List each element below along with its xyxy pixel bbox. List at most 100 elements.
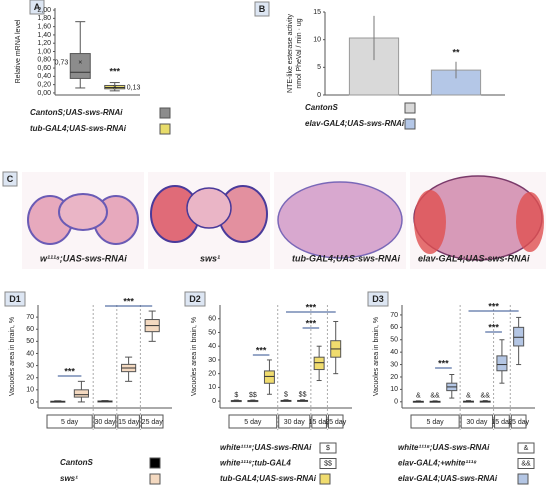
y-tick-label: 30 — [208, 357, 216, 364]
significance-label: *** — [306, 318, 317, 328]
image-caption: elav-GAL4;UAS-sws-RNAi — [418, 253, 530, 263]
legend-symbol: & — [524, 445, 529, 452]
mean-marker: × — [113, 84, 117, 91]
box-symbol: $ — [234, 392, 238, 399]
significance-label: *** — [123, 296, 134, 306]
y-tick-label: 50 — [26, 338, 34, 345]
box — [496, 355, 508, 372]
y-tick-label: 40 — [390, 349, 398, 356]
y-axis-label: Vacuoles area in brain, % — [9, 317, 16, 396]
mean-marker: × — [78, 60, 82, 67]
group-label: 15 day — [491, 419, 513, 426]
y-tick-label: 1,00 — [37, 48, 51, 55]
y-tick-label: 40 — [208, 343, 216, 350]
legend-label: elav-GAL4;+white¹¹¹⁸ — [398, 459, 477, 468]
group-label-box — [140, 414, 164, 429]
legend-label: tub-GAL4;UAS-sws-RNAi — [220, 474, 317, 483]
significance-label: ** — [452, 47, 460, 57]
significance-label: *** — [256, 345, 267, 355]
y-tick-label: 20 — [390, 374, 398, 381]
group-label: 30 day — [94, 419, 116, 426]
y-tick-label: 70 — [390, 312, 398, 319]
group-label-box — [327, 414, 344, 429]
image-caption: sws¹ — [200, 253, 220, 263]
box-symbol: & — [466, 392, 471, 399]
legend-swatch — [159, 107, 171, 119]
box-symbol: && — [430, 393, 440, 400]
group-label: 30 day — [284, 419, 306, 426]
histology-panel: C w¹¹¹⁸;UAS-sws-RNAi sws¹ tub-GAL4;UAS-s… — [2, 171, 546, 269]
y-axis-label: nmol PheVal / min · ug — [296, 18, 303, 88]
panel-label-box — [2, 171, 18, 187]
group-label: 5 day — [244, 419, 262, 426]
panel-label-box — [29, 0, 45, 15]
group-label-box — [117, 414, 140, 429]
y-tick-label: 70 — [26, 314, 34, 321]
significance-label: *** — [488, 322, 499, 332]
legend-swatch — [319, 473, 331, 485]
y-tick-label: 20 — [26, 375, 34, 382]
y-tick-label: 0 — [317, 92, 321, 99]
panel-label-box — [367, 291, 389, 307]
y-axis-label: NTE-like esterase activity — [287, 14, 294, 93]
y-axis-label: Vacuoles area in brain, % — [191, 317, 198, 396]
image-caption: tub-GAL4;UAS-sws-RNAi — [292, 253, 400, 263]
brain — [277, 181, 403, 259]
group-label-box — [460, 414, 494, 429]
brain-lobe — [516, 192, 544, 252]
legend-swatch — [404, 118, 416, 130]
y-tick-label: 60 — [208, 316, 216, 323]
y-tick-label: 50 — [390, 337, 398, 344]
box-symbol: && — [481, 392, 491, 399]
legend-label: elav-GAL4;UAS-sws-RNAi — [305, 119, 405, 128]
legend-label: CantonS — [305, 103, 339, 112]
group-label-box — [311, 414, 327, 429]
panel-label: A — [34, 2, 41, 12]
box-symbol: $$ — [249, 392, 257, 399]
y-tick-label: 1,80 — [37, 15, 51, 22]
box — [313, 356, 325, 371]
y-tick-label: 50 — [208, 329, 216, 336]
legend-symbol: $$ — [324, 460, 332, 467]
legend-symbol: $ — [326, 445, 330, 452]
mean-label: 0,13 — [127, 84, 141, 91]
panel-label: D3 — [372, 294, 384, 304]
y-tick-label: 1,60 — [37, 23, 51, 30]
panel-label-box — [254, 1, 270, 17]
legend-swatch — [319, 458, 337, 469]
panel-label: B — [259, 4, 266, 14]
y-tick-label: 30 — [26, 362, 34, 369]
y-axis-label: Relative mRNA level — [15, 19, 22, 83]
legend-label: white¹¹¹⁸;UAS-sws-RNAi — [220, 443, 312, 452]
legend-swatch — [517, 458, 535, 469]
brain-center — [58, 193, 108, 231]
box — [263, 370, 275, 384]
y-tick-label: 40 — [26, 350, 34, 357]
legend-label: white¹¹¹⁸;tub-GAL4 — [220, 459, 291, 468]
legend-label: CantonS — [60, 458, 94, 467]
significance-label: *** — [109, 66, 120, 76]
legend-swatch — [149, 457, 161, 469]
y-tick-label: 30 — [390, 361, 398, 368]
group-label-box — [510, 414, 527, 429]
legend-label: CantonS;UAS-sws-RNAi — [30, 108, 123, 117]
group-label-box — [93, 414, 117, 429]
y-axis-label: Vacuoles area in brain, % — [373, 317, 380, 396]
significance-label: *** — [306, 302, 317, 312]
panel-label: C — [7, 174, 14, 184]
legend-swatch — [149, 473, 161, 485]
y-tick-label: 0,60 — [37, 65, 51, 72]
significance-label: *** — [64, 366, 75, 376]
y-tick-label: 0 — [394, 399, 398, 406]
group-label-box — [410, 414, 460, 429]
y-tick-label: 0 — [30, 399, 34, 406]
group-label-box — [46, 414, 93, 429]
y-tick-label: 0,20 — [37, 81, 51, 88]
y-tick-label: 0,80 — [37, 57, 51, 64]
y-tick-label: 60 — [26, 326, 34, 333]
legend-swatch — [517, 473, 529, 485]
panel-label: D2 — [189, 294, 201, 304]
panel-label: D1 — [9, 294, 21, 304]
y-tick-label: 0,40 — [37, 73, 51, 80]
